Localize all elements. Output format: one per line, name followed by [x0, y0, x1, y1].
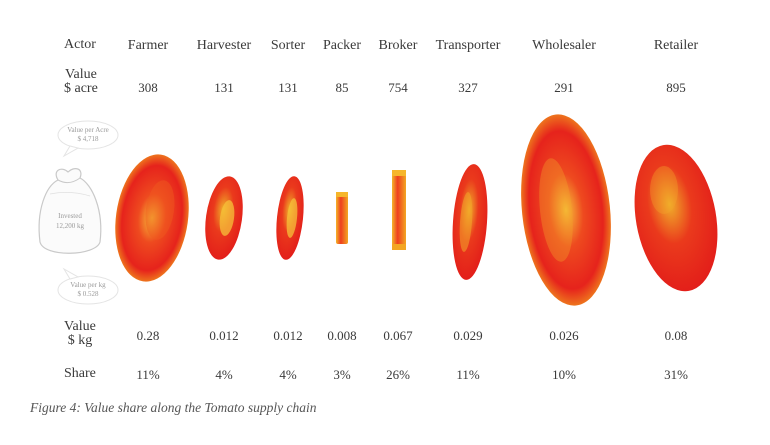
share-retailer: 31%: [664, 367, 688, 382]
value-kg-transporter: 0.029: [453, 328, 483, 343]
tomato-slice-packer: [336, 192, 348, 244]
actor-name-packer: Packer: [322, 38, 362, 53]
actor-name-retailer: Retailer: [653, 38, 699, 53]
share-transporter: 11%: [456, 367, 480, 382]
value-kg-farmer: 0.28: [136, 328, 160, 343]
value-kg-label-line2: $ kg: [67, 333, 93, 348]
figure-caption: Figure 4: Value share along the Tomato s…: [30, 400, 317, 415]
share-farmer: 11%: [136, 367, 160, 382]
share-wholesaler: 10%: [552, 367, 576, 382]
share-broker: 26%: [386, 367, 410, 382]
value-kg-harvester: 0.012: [209, 328, 239, 343]
tomato-slices-illustration: Value per Acre $ 4,718 Invested 12,200 k…: [38, 114, 718, 306]
value-kg-broker: 0.067: [383, 328, 413, 343]
value-kg-sorter: 0.012: [273, 328, 303, 343]
value-acre-wholesaler: 291: [554, 80, 574, 95]
actor-name-wholesaler: Wholesaler: [532, 38, 596, 53]
share-harvester: 4%: [215, 367, 233, 382]
tomato-slice-broker: [392, 170, 406, 250]
tomato-slice-retailer: [634, 144, 718, 292]
share-packer: 3%: [333, 367, 351, 382]
sack-label-line1: Invested: [58, 212, 82, 220]
value-per-kg-bubble: Value per kg $ 0.528: [57, 267, 119, 305]
value-per-acre-bubble-line1: Value per Acre: [67, 126, 109, 134]
value-acre-packer: 85: [335, 80, 349, 95]
actor-row-label: Actor: [64, 37, 96, 52]
value-per-kg-bubble-line1: Value per kg: [70, 281, 106, 289]
actor-name-broker: Broker: [378, 38, 418, 53]
tomato-slice-transporter: [452, 164, 488, 280]
value-acre-harvester: 131: [214, 80, 234, 95]
value-per-acre-bubble: Value per Acre $ 4,718: [57, 120, 119, 158]
value-kg-retailer: 0.08: [664, 328, 688, 343]
value-acre-sorter: 131: [278, 80, 298, 95]
value-kg-packer: 0.008: [327, 328, 357, 343]
sack-icon: Invested 12,200 kg: [38, 168, 102, 254]
tomato-slice-sorter: [276, 176, 304, 260]
value-acre-row-label: Value $ acre: [64, 68, 98, 96]
tomato-slice-farmer: [115, 154, 189, 282]
value-kg-wholesaler: 0.026: [549, 328, 579, 343]
sack-label-line2: 12,200 kg: [56, 222, 85, 230]
actor-name-transporter: Transporter: [435, 38, 501, 53]
value-acre-label-line1: Value: [64, 67, 97, 82]
value-acre-retailer: 895: [666, 80, 686, 95]
value-kg-row-label: Value $ kg: [64, 320, 96, 348]
value-acre-label-line2: $ acre: [64, 81, 98, 96]
value-acre-transporter: 327: [458, 80, 478, 95]
value-per-acre-bubble-line2: $ 4,718: [78, 135, 100, 143]
actor-name-harvester: Harvester: [196, 38, 252, 53]
share-sorter: 4%: [279, 367, 297, 382]
value-acre-broker: 754: [388, 80, 408, 95]
value-kg-label-line1: Value: [64, 319, 96, 334]
value-per-kg-bubble-line2: $ 0.528: [78, 290, 100, 298]
tomato-slice-harvester: [205, 176, 243, 260]
actor-name-sorter: Sorter: [270, 38, 306, 53]
share-row-label: Share: [64, 366, 96, 381]
tomato-slice-wholesaler: [521, 114, 611, 306]
value-acre-farmer: 308: [138, 80, 158, 95]
actor-name-farmer: Farmer: [127, 38, 169, 53]
